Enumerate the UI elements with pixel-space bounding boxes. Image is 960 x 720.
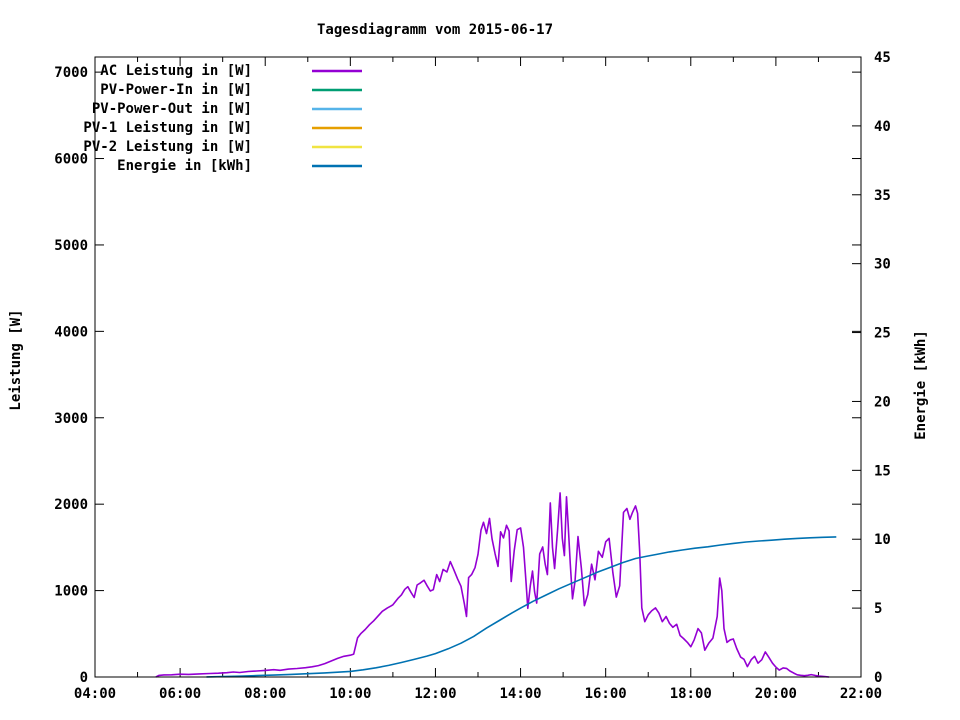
legend-item-label: AC Leistung in [W] — [100, 63, 252, 79]
x-tick-label: 22:00 — [840, 686, 882, 702]
y-left-tick-label: 2000 — [54, 497, 88, 513]
legend-item-label: Energie in [kWh] — [117, 158, 252, 174]
y-right-tick-label: 35 — [874, 188, 891, 204]
x-tick-label: 08:00 — [244, 686, 286, 702]
y-right-tick-label: 0 — [874, 670, 882, 686]
y-right-tick-label: 20 — [874, 394, 891, 410]
y-right-tick-label: 40 — [874, 119, 891, 135]
legend-item-label: PV-2 Leistung in [W] — [83, 139, 252, 155]
y-right-tick-label: 45 — [874, 50, 891, 66]
data-curves — [155, 492, 837, 678]
x-tick-label: 14:00 — [499, 686, 541, 702]
legend-item-label: PV-Power-Out in [W] — [92, 101, 252, 117]
y-left-tick-label: 7000 — [54, 65, 88, 81]
x-tick-label: 12:00 — [414, 686, 456, 702]
legend-item-label: PV-Power-In in [W] — [100, 82, 252, 98]
x-tick-label: 10:00 — [329, 686, 371, 702]
y-right-tick-label: 10 — [874, 532, 891, 548]
series-line — [155, 492, 830, 678]
y-left-tick-label: 4000 — [54, 324, 88, 340]
x-tick-label: 18:00 — [670, 686, 712, 702]
series-line — [206, 536, 837, 678]
legend-item-label: PV-1 Leistung in [W] — [83, 120, 252, 136]
plot-border — [94, 56, 862, 678]
x-tick-label: 16:00 — [585, 686, 627, 702]
y-left-tick-label: 1000 — [54, 584, 88, 600]
y-left-tick-label: 5000 — [54, 238, 88, 254]
x-tick-label: 06:00 — [159, 686, 201, 702]
y-left-tick-label: 0 — [80, 670, 88, 686]
y-right-tick-label: 30 — [874, 257, 891, 273]
axis-ticks: 04:00 06:00 08:00 10:00 12:00 14:00 16:00 18:00… — [54, 50, 891, 702]
y-left-tick-label: 6000 — [54, 152, 88, 168]
y-right-tick-label: 5 — [874, 601, 882, 617]
x-tick-label: 20:00 — [755, 686, 797, 702]
y-right-tick-label: 25 — [874, 326, 891, 342]
y-left-tick-label: 3000 — [54, 411, 88, 427]
chart-title: Tagesdiagramm vom 2015-06-17 — [316, 22, 554, 38]
y-right-tick-label: 15 — [874, 463, 891, 479]
legend: AC Leistung in [W] PV-Power-In in [W] PV-P… — [83, 63, 362, 174]
x-tick-label: 04:00 — [74, 686, 116, 702]
